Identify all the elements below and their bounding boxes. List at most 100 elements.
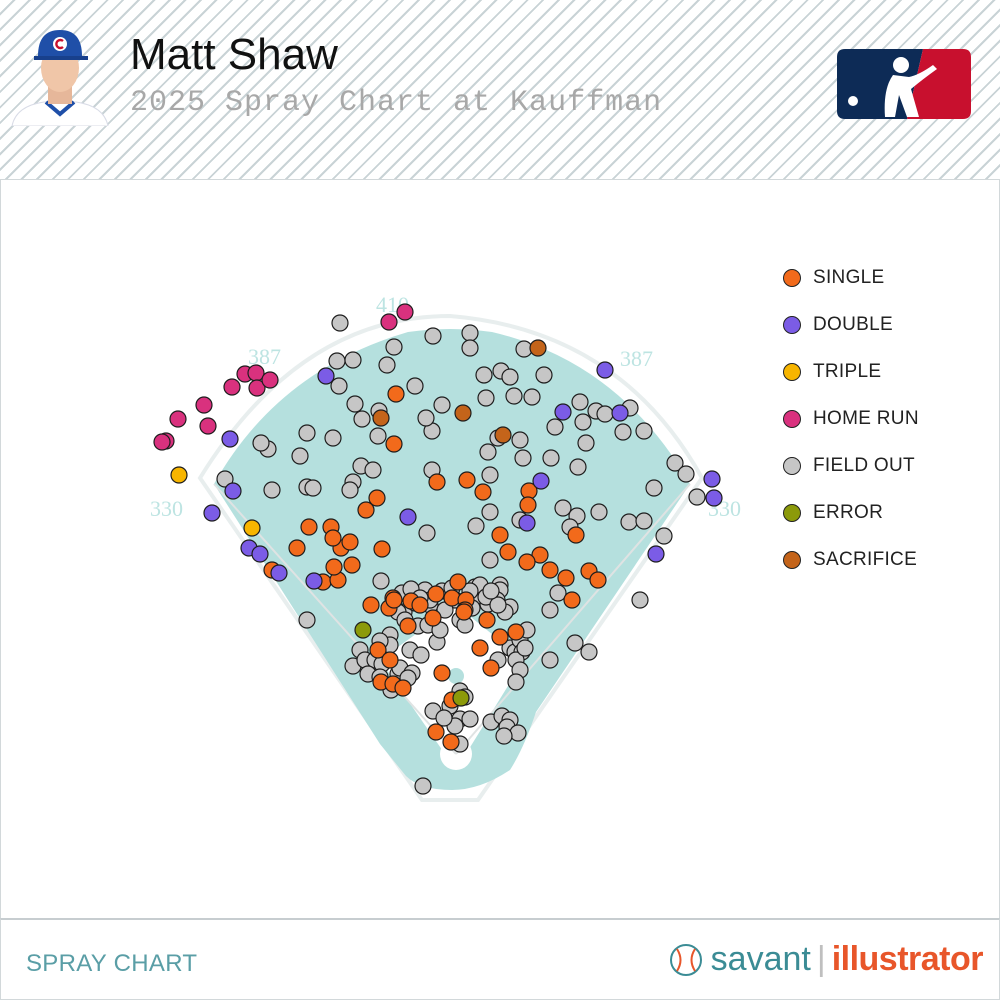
point-double	[611, 404, 629, 422]
point-double	[518, 514, 536, 532]
point-field-out	[341, 481, 359, 499]
point-single	[325, 558, 343, 576]
pitcher-mound	[448, 668, 464, 684]
point-single	[563, 591, 581, 609]
point-sacrifice	[529, 339, 547, 357]
point-field-out	[571, 393, 589, 411]
point-field-out	[291, 447, 309, 465]
point-field-out	[501, 368, 519, 386]
point-field-out	[645, 479, 663, 497]
legend-label: ERROR	[813, 501, 884, 523]
point-double	[647, 545, 665, 563]
point-field-out	[482, 582, 500, 600]
baseball-icon	[669, 943, 702, 976]
point-home-run	[223, 378, 241, 396]
point-field-out	[655, 527, 673, 545]
legend-label: TRIPLE	[813, 360, 882, 382]
point-double	[317, 367, 335, 385]
point-field-out	[577, 434, 595, 452]
point-field-out	[263, 481, 281, 499]
distance-left-line: 330	[150, 496, 183, 521]
point-single	[387, 385, 405, 403]
point-single	[362, 596, 380, 614]
point-field-out	[481, 503, 499, 521]
point-single	[369, 641, 387, 659]
point-single	[427, 723, 445, 741]
brand-illustrator: illustrator	[831, 940, 984, 978]
point-field-out	[328, 352, 346, 370]
point-double	[554, 403, 572, 421]
legend-item-sacrifice: SACRIFICE	[783, 536, 919, 583]
point-single	[474, 483, 492, 501]
point-field-out	[546, 418, 564, 436]
point-triple	[170, 466, 188, 484]
point-field-out	[353, 410, 371, 428]
point-double	[221, 430, 239, 448]
chart-subtitle: 2025 Spray Chart at Kauffman	[130, 86, 663, 120]
point-home-run	[248, 379, 266, 397]
point-field-out	[461, 324, 479, 342]
point-single	[458, 471, 476, 489]
point-error	[354, 621, 372, 639]
point-single	[478, 611, 496, 629]
point-field-out	[330, 377, 348, 395]
point-single	[531, 546, 549, 564]
point-double	[705, 489, 723, 507]
point-home-run	[380, 313, 398, 331]
point-field-out	[580, 643, 598, 661]
point-field-out	[467, 517, 485, 535]
player-avatar	[11, 30, 109, 126]
point-field-out	[688, 488, 706, 506]
legend-label: HOME RUN	[813, 407, 919, 429]
point-field-out	[481, 551, 499, 569]
point-field-out	[406, 377, 424, 395]
point-single	[491, 526, 509, 544]
point-field-out	[495, 727, 513, 745]
point-field-out	[514, 449, 532, 467]
point-single	[357, 501, 375, 519]
point-field-out	[461, 339, 479, 357]
batted-ball-points	[153, 303, 723, 795]
legend-label: FIELD OUT	[813, 454, 915, 476]
legend-dot-single	[783, 268, 801, 287]
point-double	[203, 504, 221, 522]
legend-label: SACRIFICE	[813, 548, 918, 570]
point-single	[557, 569, 575, 587]
header-banner: Matt Shaw 2025 Spray Chart at Kauffman	[0, 0, 1000, 180]
point-single	[288, 539, 306, 557]
point-field-out	[418, 524, 436, 542]
point-double	[532, 472, 550, 490]
point-single	[491, 628, 509, 646]
player-name: Matt Shaw	[130, 30, 338, 79]
point-single	[507, 623, 525, 641]
point-field-out	[590, 503, 608, 521]
point-field-out	[566, 634, 584, 652]
point-single	[341, 533, 359, 551]
point-home-run	[261, 371, 279, 389]
footer-label: SPRAY CHART	[26, 950, 198, 977]
point-field-out	[298, 424, 316, 442]
point-field-out	[596, 405, 614, 423]
point-field-out	[461, 710, 479, 728]
point-field-out	[631, 591, 649, 609]
point-double	[270, 564, 288, 582]
point-field-out	[424, 327, 442, 345]
point-field-out	[549, 584, 567, 602]
legend-item-single: SINGLE	[783, 254, 919, 301]
point-single	[567, 526, 585, 544]
point-field-out	[475, 366, 493, 384]
point-single	[385, 591, 403, 609]
foul-line-right	[455, 483, 691, 755]
point-field-out	[346, 395, 364, 413]
point-triple	[243, 519, 261, 537]
point-single	[449, 573, 467, 591]
point-single	[443, 589, 461, 607]
point-double	[596, 361, 614, 379]
point-single	[399, 617, 417, 635]
point-field-out	[369, 427, 387, 445]
point-field-out	[635, 512, 653, 530]
point-single	[411, 596, 429, 614]
point-single	[433, 664, 451, 682]
point-field-out	[477, 389, 495, 407]
